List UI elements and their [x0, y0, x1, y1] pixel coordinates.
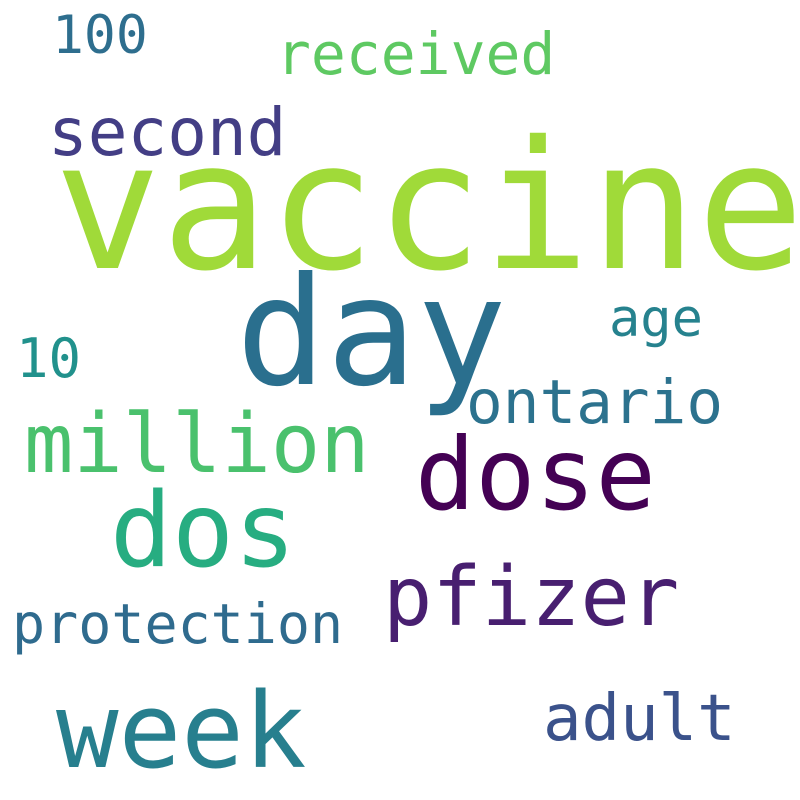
word-protection: protection: [12, 592, 344, 656]
word-pfizer: pfizer: [383, 550, 680, 645]
word-vaccine: vaccine: [54, 103, 800, 310]
word-dose: dose: [415, 416, 656, 533]
word-received: received: [276, 20, 556, 88]
word-week: week: [56, 670, 307, 792]
word-100: 100: [52, 5, 148, 66]
word-million: million: [24, 397, 370, 492]
word-10: 10: [16, 327, 82, 390]
word-day: day: [236, 246, 507, 420]
word-adult: adult: [543, 682, 736, 756]
word-dos: dos: [110, 471, 297, 591]
word-ontario: ontario: [466, 367, 724, 438]
word-age: age: [609, 289, 703, 349]
word-second: second: [48, 94, 287, 171]
